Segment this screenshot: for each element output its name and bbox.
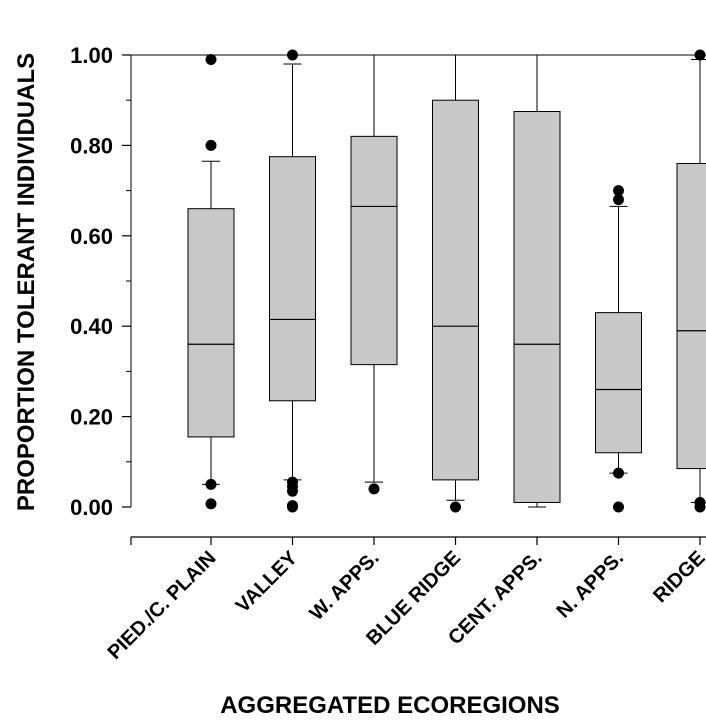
outlier-point [205, 478, 217, 490]
y-tick-label: 0.40 [70, 314, 113, 339]
iqr-box [269, 156, 316, 402]
outlier-point [613, 194, 624, 206]
box-1 [187, 54, 235, 510]
outlier-point [613, 185, 624, 197]
iqr-box [350, 135, 398, 366]
x-axis: PIED./C. PLAIN VALLEY W. APPS.BLUE RIDGECE… [104, 536, 706, 664]
outlier-point [450, 501, 461, 513]
x-category-label: VALLEY [232, 547, 303, 618]
y-axis-title: PROPORTION TOLERANT INDIVIDUALS [13, 53, 40, 511]
y-axis: 0.00 0.20 0.40 0.60 0.80 1.00 [70, 43, 131, 520]
y-tick-label: 0.60 [70, 224, 113, 249]
outlier-point [205, 498, 217, 510]
y-tick-label: 1.00 [70, 43, 113, 68]
iqr-box [595, 312, 642, 454]
outlier-point [205, 139, 217, 151]
box-7 [676, 49, 706, 513]
x-category-label: RIDGE [649, 547, 706, 607]
outlier-point [613, 467, 624, 479]
box-3 [350, 54, 398, 495]
x-category-label: PIED./C. PLAIN [104, 547, 221, 664]
iqr-box [676, 162, 706, 470]
outlier-point [205, 54, 217, 66]
x-category-label: W. APPS. [306, 547, 384, 625]
outlier-point [694, 49, 706, 61]
boxes-layer [187, 49, 706, 513]
outlier-point [613, 501, 624, 513]
x-category-label: N. APPS. [552, 547, 628, 623]
box-4 [432, 54, 479, 513]
box-5 [513, 54, 561, 508]
outlier-point [287, 49, 298, 61]
outlier-point [287, 501, 298, 513]
iqr-box [187, 208, 235, 438]
box-2 [269, 49, 316, 513]
outlier-point [368, 483, 380, 495]
box-6 [595, 185, 642, 513]
iqr-box [513, 111, 561, 503]
y-tick-label: 0.20 [70, 405, 113, 430]
outlier-point [287, 485, 298, 497]
iqr-box [432, 99, 479, 481]
y-tick-label: 0.80 [70, 133, 113, 158]
y-tick-label: 0.00 [70, 495, 113, 520]
x-axis-title: AGGREGATED ECOREGIONS [220, 692, 560, 719]
outlier-point [694, 501, 706, 513]
